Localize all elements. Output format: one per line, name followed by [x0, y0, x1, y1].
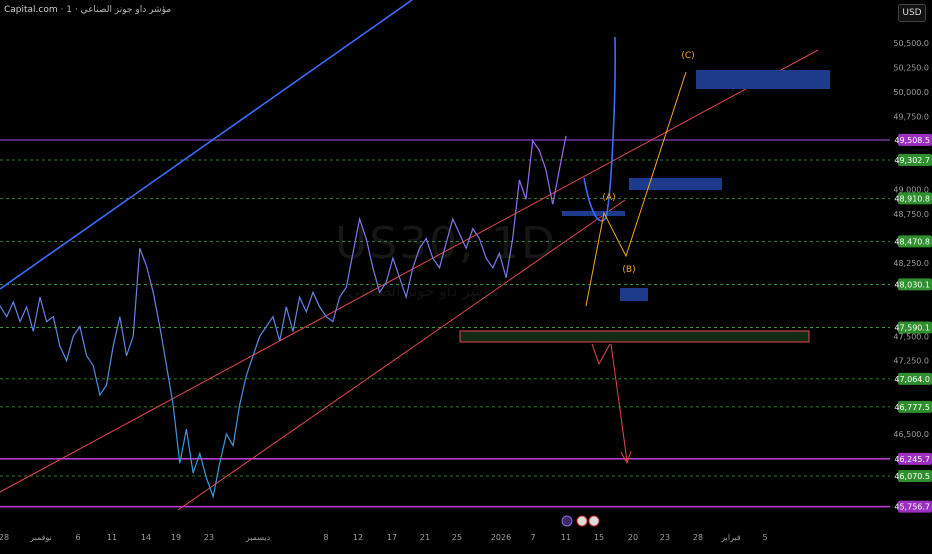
price-label-8: 46,245.7 [894, 455, 930, 464]
price-label-0: 49,508.5 [894, 136, 930, 145]
x-tick-label-18: 23 [660, 533, 670, 542]
wave-path [585, 71, 687, 307]
price-label-1: 49,302.7 [894, 156, 930, 165]
y-tick-label-7: 47,500.0 [893, 332, 929, 341]
time-axis: 28 نوفمبر 6 11 14 19 23 ديسمبر 8 12 17 21 25 2026 7 11 1… [0, 515, 890, 550]
projection-zigzag [591, 343, 611, 366]
price-label-7: 46,777.5 [894, 403, 930, 412]
price-label-bg-7 [898, 400, 932, 413]
price-label-bg-6 [898, 372, 932, 385]
channel-upper-line [0, 49, 819, 493]
time-axis-bg [0, 515, 890, 550]
y-tick-label-4: 49,000.0 [893, 186, 929, 195]
y-tick-label-6: 48,250.0 [893, 259, 929, 268]
price-label-5: 47,590.1 [894, 323, 930, 332]
y-tick-label-0: 50,500.0 [893, 39, 929, 48]
price-label-2: 48,910.8 [894, 194, 930, 203]
x-tick-label-13: 2026 [491, 533, 511, 542]
x-tick-label-5: 19 [171, 533, 181, 542]
x-tick-label-2: 6 [75, 533, 80, 542]
x-tick-label-4: 14 [141, 533, 151, 542]
y-tick-label-5: 48,750.0 [893, 210, 929, 219]
price-label-bg-2 [898, 192, 932, 205]
x-tick-label-21: 5 [762, 533, 767, 542]
price-label-6: 47,064.0 [894, 375, 930, 384]
event-flag-icon-2 [588, 515, 600, 527]
price-axis: 50,500.0 50,250.0 50,000.0 49,750.0 49,000.0… [890, 0, 932, 550]
x-tick-label-17: 20 [628, 533, 638, 542]
support-zone [620, 288, 648, 301]
x-tick-label-7: ديسمبر [245, 533, 271, 542]
x-tick-label-6: 23 [204, 533, 214, 542]
price-label-bg-9 [898, 469, 932, 482]
price-label-bg-10 [898, 500, 932, 513]
x-tick-label-19: 28 [693, 533, 703, 542]
y-tick-label-2: 50,000.0 [893, 88, 929, 97]
chart-header: Capital.com · 1 · مؤشر داو جونز الصناعي [4, 5, 172, 15]
projection-arrow-head [620, 450, 632, 465]
wave-label-0: (A) [602, 193, 615, 203]
upper-trend-line [0, 0, 413, 290]
price-label-bg-4 [898, 278, 932, 291]
resistance-zone [629, 178, 722, 190]
x-tick-label-0: 28 [0, 533, 9, 542]
demand-zone [459, 330, 810, 343]
price-label-bg-3 [898, 235, 932, 248]
price-label-bg-0 [898, 133, 932, 146]
x-tick-label-20: فبراير [720, 533, 741, 542]
event-flag-icon-1 [576, 515, 588, 527]
x-tick-label-14: 7 [530, 533, 535, 542]
x-tick-label-1: نوفمبر [29, 533, 52, 542]
price-series-line [0, 135, 567, 499]
x-tick-label-16: 15 [594, 533, 604, 542]
y-tick-label-1: 50,250.0 [893, 63, 929, 72]
currency-button[interactable]: USD [898, 4, 926, 22]
price-label-3: 48,470.8 [894, 237, 930, 246]
series-layer [0, 135, 567, 499]
name-watermark: مؤشر داو جونز الصناعي [348, 282, 499, 300]
symbol-description: 1 · مؤشر داو جونز الصناعي [66, 5, 172, 15]
y-tick-label-3: 49,750.0 [893, 112, 929, 121]
x-tick-label-3: 11 [107, 533, 117, 542]
event-flash-icon [561, 515, 573, 527]
symbol-watermark: US30, 1D [335, 218, 557, 269]
channel-lower-line [177, 199, 626, 511]
x-tick-label-12: 25 [452, 533, 462, 542]
price-label-10: 45,756.7 [894, 503, 930, 512]
projection-arrow-line [610, 343, 628, 462]
wave-label-1: (B) [622, 265, 635, 275]
price-label-bg-8 [898, 452, 932, 465]
price-label-4: 48,030.1 [894, 280, 930, 289]
x-tick-label-8: 8 [323, 533, 328, 542]
target-zone [696, 70, 830, 89]
y-tick-label-9: 46,500.0 [893, 430, 929, 439]
x-tick-label-11: 21 [420, 533, 430, 542]
price-label-9: 46,070.5 [894, 472, 930, 481]
x-tick-label-9: 12 [353, 533, 363, 542]
price-label-bg-5 [898, 321, 932, 334]
broker-name: Capital.com [4, 5, 58, 15]
curve-projection [583, 36, 616, 222]
x-tick-label-10: 17 [387, 533, 397, 542]
wave-label-2: (C) [681, 51, 694, 61]
drawings-layer: (A) (B) (C) [0, 0, 890, 511]
y-tick-label-8: 47,250.0 [893, 357, 929, 366]
price-axis-bg [890, 0, 932, 550]
price-label-bg-1 [898, 154, 932, 167]
x-tick-label-15: 11 [561, 533, 571, 542]
